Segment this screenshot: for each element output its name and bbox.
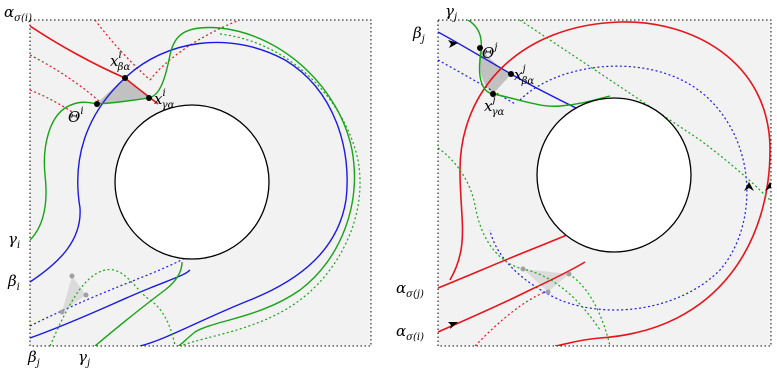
right-green-dotted-curve-1 — [519, 20, 771, 201]
left-blue-curve-inner — [30, 41, 348, 346]
right-blue-dotted-curve-1 — [438, 59, 516, 105]
left-label-x-beta-alpha: xi βα — [110, 50, 130, 73]
left-green-curve-gamma-j — [94, 261, 183, 346]
right-green-dotted-curve-3 — [568, 273, 611, 346]
left-green-curve-gamma-i — [30, 26, 356, 346]
left-point-faded-3 — [59, 309, 65, 315]
right-red-big-circle-lower — [554, 149, 771, 346]
left-label-alpha-sigma-i: ασ(i) — [4, 3, 32, 24]
left-label-theta: Θi — [68, 106, 84, 126]
right-label-alpha-sigma-j: ασ(j) — [396, 279, 424, 300]
right-label-beta-j: βj — [412, 24, 425, 45]
left-blue-curve-outer — [30, 269, 191, 339]
right-green-dotted-curve-2 — [438, 147, 601, 331]
right-label-x-gamma-alpha: xj γα — [484, 95, 505, 118]
right-point-theta — [477, 45, 483, 51]
right-red-arrow-right-2 — [765, 182, 771, 191]
left-label-beta-j: βj — [27, 348, 40, 369]
left-label-gamma-j: γj — [78, 348, 90, 369]
right-red-arrow-right-1 — [744, 182, 754, 191]
right-arrow-beta-j — [448, 40, 458, 48]
left-shaded-faded-triangle — [62, 276, 86, 312]
right-central-circle — [536, 97, 692, 253]
left-point-x-gamma-alpha — [146, 95, 152, 101]
right-point-faded-3 — [545, 289, 551, 295]
left-label-gamma-i: γi — [8, 230, 20, 251]
right-panel: γj βj Θj xj βα xj γα ασ(j) ασ(i) — [396, 2, 772, 347]
right-label-alpha-sigma-i: ασ(i) — [396, 322, 424, 343]
left-point-x-beta-alpha — [122, 75, 128, 81]
left-red-dotted-curve-2 — [30, 89, 73, 113]
left-point-faded-2 — [83, 292, 89, 298]
right-red-dotted-curve — [474, 291, 546, 346]
right-red-big-circle — [449, 21, 771, 281]
right-point-x-gamma-alpha — [490, 91, 496, 97]
left-point-theta — [94, 101, 100, 107]
right-label-theta: Θj — [482, 42, 497, 62]
right-blue-dotted-circle — [489, 65, 748, 311]
left-central-circle — [114, 104, 270, 260]
right-point-faded-1 — [520, 266, 526, 272]
left-green-dotted-curve-lower — [49, 269, 176, 346]
right-red-curve-alpha-sigma-i — [438, 261, 586, 333]
right-point-faded-2 — [566, 271, 572, 277]
left-label-beta-i: βi — [7, 272, 20, 293]
left-label-x-gamma-alpha: xi γα — [154, 88, 175, 111]
left-red-curve-alpha-sigma-i — [30, 25, 159, 105]
right-label-x-beta-alpha: xj βα — [514, 64, 534, 87]
left-panel: ασ(i) xi βα xi γα Θi γi βi βj γj — [4, 3, 372, 369]
left-shaded-bigon — [97, 78, 149, 104]
left-point-faded-1 — [69, 273, 75, 279]
left-green-dotted-curve-outer — [179, 33, 361, 346]
right-point-x-beta-alpha — [508, 71, 514, 77]
right-shaded-faded-triangle — [523, 269, 569, 292]
right-label-gamma-j: γj — [445, 2, 457, 23]
left-red-dotted-curve-3 — [94, 20, 241, 81]
right-arrow-alpha-sigma-i — [448, 322, 458, 329]
